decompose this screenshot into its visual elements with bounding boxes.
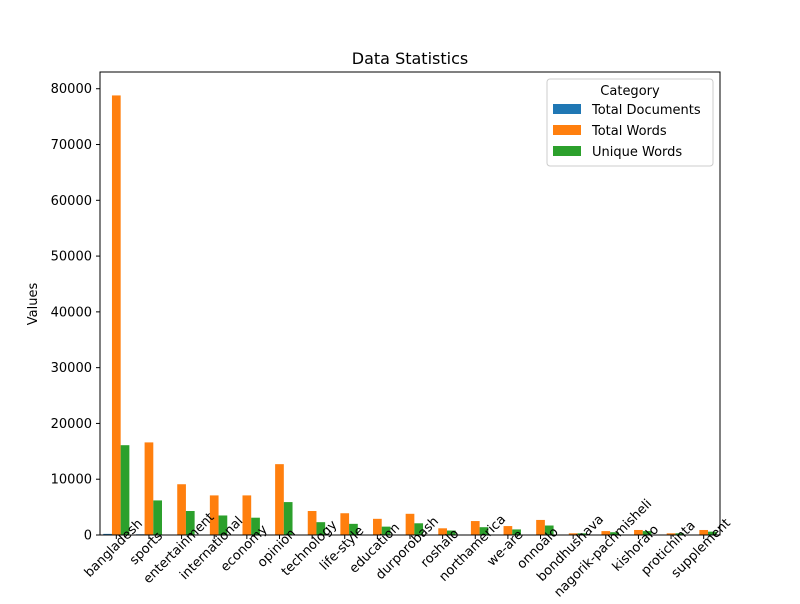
legend: Category Total Documents Total Words Uniqu… (547, 79, 713, 166)
legend-swatch-unique-words (553, 146, 581, 156)
bar-bangladesh-unique-words (121, 445, 130, 535)
legend-label-unique-words: Unique Words (592, 145, 682, 160)
bar-economy-total-words (242, 495, 251, 535)
legend-title: Category (600, 84, 660, 99)
bar-entertainment-total-words (177, 484, 186, 535)
y-tick-label: 10000 (51, 473, 92, 488)
y-tick-label: 70000 (51, 138, 92, 153)
y-tick-label: 30000 (51, 361, 92, 376)
y-tick-label: 20000 (51, 417, 92, 432)
legend-label-total-documents: Total Documents (591, 103, 701, 118)
legend-swatch-total-words (553, 125, 581, 135)
chart-title: Data Statistics (352, 49, 468, 68)
y-tick-label: 80000 (51, 82, 92, 97)
bar-bangladesh-total-words (112, 95, 121, 535)
legend-swatch-total-documents (553, 104, 581, 114)
bar-opinion-total-words (275, 464, 284, 535)
y-tick-label: 60000 (51, 194, 92, 209)
bar-sports-total-words (145, 442, 154, 535)
y-axis-label: Values (26, 283, 41, 326)
y-tick-label: 40000 (51, 305, 92, 320)
y-tick-label: 0 (84, 529, 92, 544)
y-tick-label: 50000 (51, 250, 92, 265)
legend-label-total-words: Total Words (591, 124, 667, 139)
